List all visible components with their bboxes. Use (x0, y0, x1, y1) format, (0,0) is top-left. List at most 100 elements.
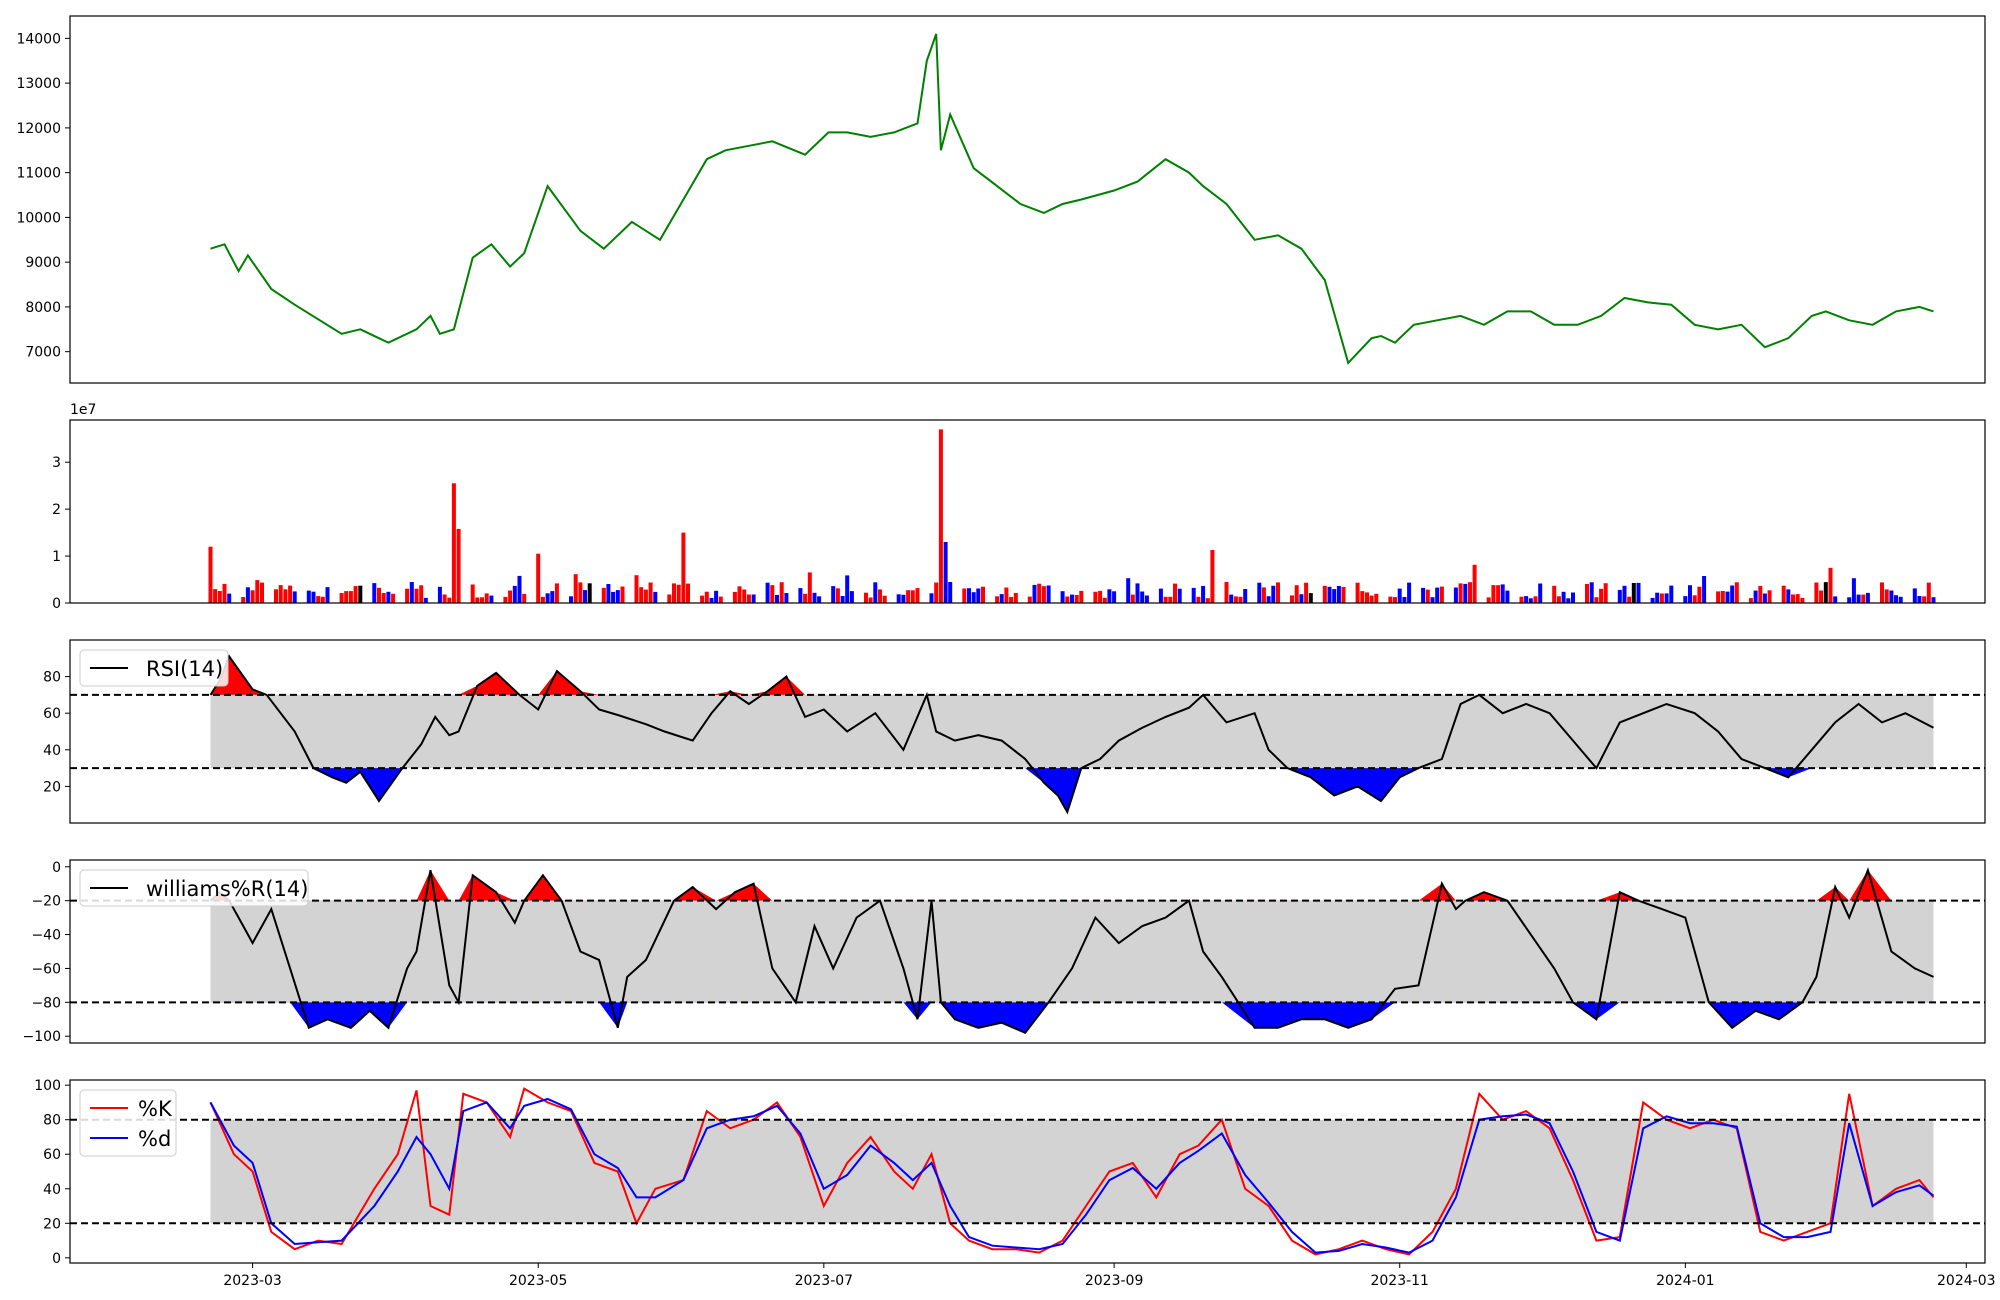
xtick-label: 2023-03 (223, 1273, 282, 1289)
volume-bar (934, 582, 939, 603)
volume-bar (348, 591, 353, 603)
legend-label: %d (138, 1127, 171, 1151)
volume-bar (1402, 597, 1407, 603)
oversold-fill (210, 768, 1934, 812)
volume-bar (1880, 582, 1884, 603)
volume-bar (1922, 596, 1927, 603)
volume-bar (1112, 591, 1117, 603)
volume-bar (353, 586, 358, 603)
volume-bar (714, 590, 719, 603)
volume-bar (803, 593, 808, 603)
volume-bar (1261, 587, 1266, 603)
volume-bar (1786, 589, 1791, 603)
volume-bar (1585, 584, 1589, 603)
volume-bar (648, 582, 653, 603)
volume-bar (1322, 585, 1327, 603)
volume-bar (639, 587, 644, 603)
volume-bar (611, 591, 616, 603)
volume-bar (995, 596, 1000, 603)
volume-bar (896, 594, 901, 603)
volume-bar (1107, 589, 1112, 603)
volume-bar (517, 575, 522, 603)
volume-bar (1753, 590, 1758, 603)
ytick-label: 9000 (25, 255, 61, 271)
volume-bar (512, 585, 517, 603)
volume-bar (540, 596, 545, 603)
volume-bar (358, 585, 363, 603)
volume-bar (1716, 591, 1721, 603)
volume-bar (587, 583, 592, 603)
volume-bar (1158, 588, 1163, 603)
volume-bar (1135, 583, 1140, 603)
volume-bar (1491, 585, 1496, 603)
xtick-label: 2023-09 (1085, 1273, 1144, 1289)
volume-bar (1009, 597, 1014, 603)
volume-bar (339, 593, 344, 603)
volume-bar (1894, 595, 1898, 603)
volume-bar (1079, 590, 1084, 603)
volume-bar (1617, 589, 1622, 603)
volume-bar (981, 586, 985, 603)
volume-bar (1603, 583, 1608, 603)
volume-bar (634, 575, 639, 603)
volume-bar (241, 597, 246, 603)
volume-bar (213, 589, 218, 603)
volume-bar (1032, 584, 1037, 603)
volume-bar (325, 587, 330, 603)
xtick-label: 2023-11 (1370, 1273, 1429, 1289)
volume-bar (1210, 550, 1215, 603)
volume-bar (1800, 597, 1805, 603)
volume-bar (681, 532, 686, 603)
volume-bar (817, 596, 822, 603)
volume-bar (1500, 584, 1505, 603)
ytick-label: 20 (43, 1216, 61, 1232)
volume-bar (283, 589, 288, 603)
volume-bar (1060, 591, 1065, 603)
volume-bar (442, 594, 447, 603)
volume-bar (1257, 582, 1262, 603)
volume-bar (751, 594, 756, 603)
volume-bar (1688, 585, 1692, 603)
ytick-label: 8000 (25, 300, 61, 316)
ytick-label: 11000 (16, 166, 61, 182)
volume-bar (929, 593, 934, 603)
legend-label: williams%R(14) (146, 877, 308, 901)
volume-bar (1027, 596, 1032, 603)
ytick-label: 2 (52, 502, 61, 518)
ytick-label: 40 (43, 1182, 61, 1198)
volume-bar (578, 582, 583, 603)
volume-bar (1468, 582, 1472, 603)
volume-bar (250, 590, 255, 603)
volume-bar (1327, 586, 1332, 603)
volume-bar (1332, 589, 1337, 603)
volume-bar (1238, 596, 1243, 603)
volume-bar (700, 595, 705, 603)
oscillator-line (209, 654, 1934, 815)
volume-bar (573, 574, 578, 603)
volume-bar (475, 597, 480, 603)
volume-bar (554, 583, 559, 603)
price-panel-frame (69, 15, 1986, 384)
legend-box (79, 869, 309, 907)
ytick-label: 0 (52, 860, 61, 876)
volume-bar (1425, 589, 1430, 603)
volume-bar (1781, 585, 1786, 603)
volume-bar (1070, 594, 1074, 603)
neutral-band (210, 1119, 1934, 1224)
ytick-label: 100 (34, 1078, 61, 1094)
volume-bar (1538, 583, 1543, 603)
volume-bar (522, 593, 527, 603)
volume-bar (344, 591, 349, 603)
volume-bar (1294, 585, 1299, 603)
neutral-band (210, 900, 1934, 1003)
volume-bar (470, 584, 475, 603)
volume-bar (489, 595, 494, 603)
volume-bar (1168, 596, 1173, 603)
ytick-label: 10000 (16, 210, 61, 226)
volume-bar (1884, 589, 1889, 603)
volume-bar (1823, 582, 1828, 603)
volume-bar (742, 589, 747, 603)
volume-bar (873, 582, 878, 603)
legend-box (79, 1089, 177, 1157)
volume-bar (245, 587, 250, 603)
